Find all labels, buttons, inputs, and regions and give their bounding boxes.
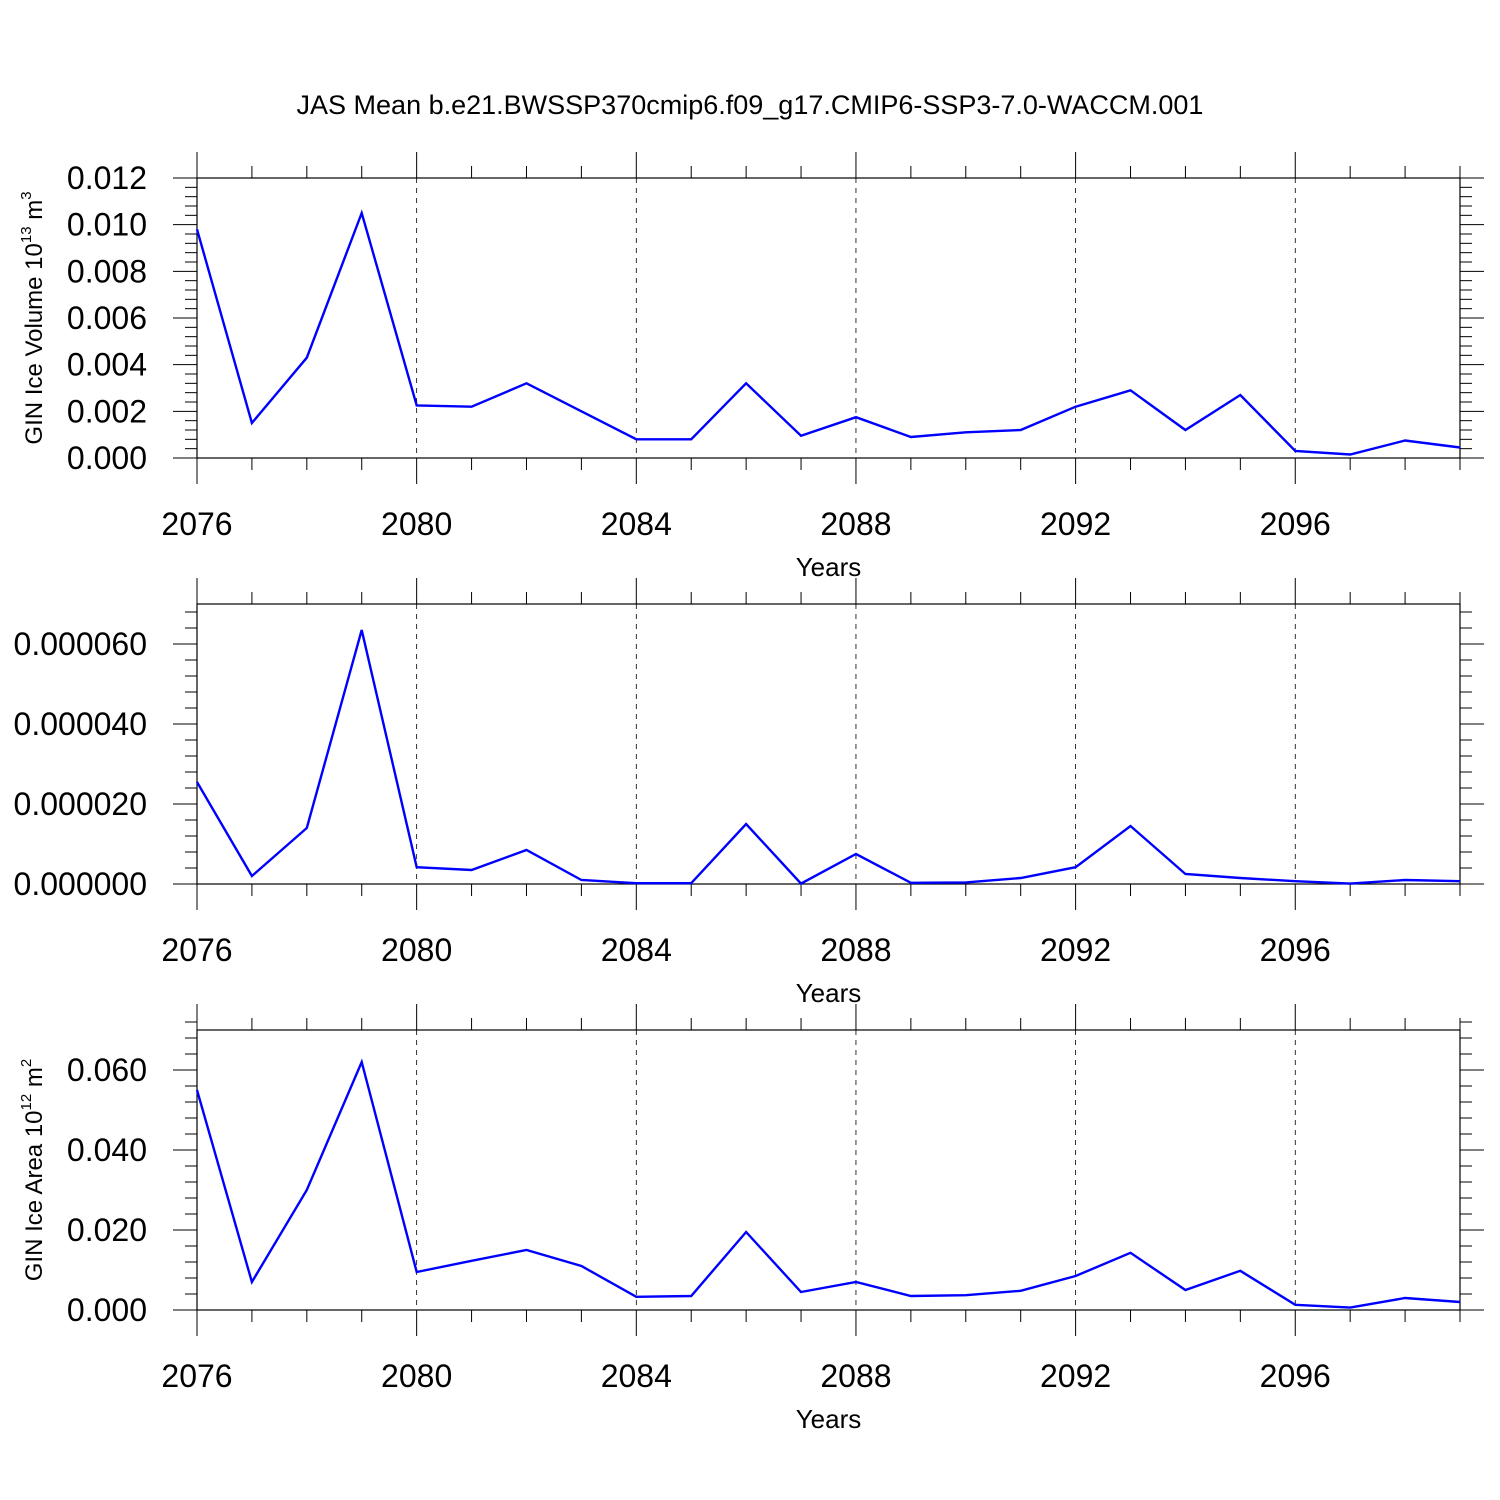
x-tick-label: 2076 <box>161 506 232 542</box>
y-axis-label-pre: GIN Ice Area 10 <box>21 1110 48 1281</box>
chart-panel-3: 2076 2080 2084 2088 2092 2096 0.000 0.020 0.040 0… <box>18 1004 1484 1434</box>
x-axis-label: Years <box>796 552 862 582</box>
x-tick-label: 2092 <box>1040 506 1111 542</box>
x-tick-label: 2080 <box>381 1358 452 1394</box>
series-line <box>195 1058 1461 1309</box>
x-tick-label: 2080 <box>381 506 452 542</box>
plot-frame <box>196 1029 1461 1311</box>
y-tick-label: 0.040 <box>67 1132 147 1168</box>
x-tick-label: 2076 <box>161 1358 232 1394</box>
y-tick-label: 0.000060 <box>14 626 147 662</box>
y-tick-label: 0.012 <box>67 160 147 196</box>
y-axis-label-pre: GIN Ice Volume 10 <box>21 243 48 444</box>
series-line <box>195 629 1461 886</box>
x-tick-label: 2096 <box>1260 932 1331 968</box>
y-axis-label-mid: m <box>21 1067 48 1094</box>
x-tick-label: 2088 <box>820 506 891 542</box>
y-axis-label-sup1: 12 <box>18 1094 35 1111</box>
series-line <box>195 209 1461 456</box>
y-axis-label: GIN Ice Area 1012 m2 <box>18 1059 48 1281</box>
figure-title: JAS Mean b.e21.BWSSP370cmip6.f09_g17.CMI… <box>297 90 1204 120</box>
x-tick-label: 2084 <box>601 1358 672 1394</box>
y-tick-label: 0.020 <box>67 1212 147 1248</box>
y-tick-label: 0.004 <box>67 347 147 383</box>
y-tick-label: 0.000020 <box>14 786 147 822</box>
plot-frame <box>196 603 1461 885</box>
x-tick-label: 2092 <box>1040 932 1111 968</box>
y-tick-label: 0.008 <box>67 253 147 289</box>
x-axis-label: Years <box>796 978 862 1008</box>
x-tick-label: 2080 <box>381 932 452 968</box>
chart-panel-2: 2076 2080 2084 2088 2092 2096 0.000000 0.000020… <box>14 578 1484 1008</box>
x-tick-label: 2096 <box>1260 506 1331 542</box>
x-tick-label: 2088 <box>820 1358 891 1394</box>
x-tick-label: 2092 <box>1040 1358 1111 1394</box>
y-tick-label: 0.000000 <box>14 866 147 902</box>
x-tick-label: 2096 <box>1260 1358 1331 1394</box>
y-tick-label: 0.000 <box>67 1292 147 1328</box>
plot-frame <box>196 177 1461 459</box>
y-axis-label: GIN Ice Volume 1013 m3 <box>18 191 48 444</box>
x-tick-label: 2084 <box>601 506 672 542</box>
y-tick-label: 0.010 <box>67 207 147 243</box>
x-tick-label: 2076 <box>161 932 232 968</box>
y-tick-label: 0.060 <box>67 1052 147 1088</box>
y-axis-label-sup2: 3 <box>18 191 35 199</box>
y-axis-label-sup2: 2 <box>18 1059 35 1067</box>
y-tick-label: 0.002 <box>67 393 147 429</box>
chart-panel-1: 2076 2080 2084 2088 2092 2096 0.000 0.002 0.004 0… <box>18 152 1484 582</box>
y-axis-label-sup1: 13 <box>18 226 35 243</box>
x-tick-label: 2088 <box>820 932 891 968</box>
x-tick-label: 2084 <box>601 932 672 968</box>
y-axis-label-mid: m <box>21 200 48 227</box>
y-tick-label: 0.000 <box>67 440 147 476</box>
y-tick-label: 0.006 <box>67 300 147 336</box>
x-axis-label: Years <box>796 1404 862 1434</box>
y-tick-label: 0.000040 <box>14 706 147 742</box>
